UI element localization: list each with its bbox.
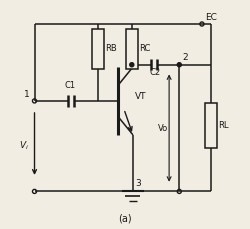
Text: $V_i$: $V_i$	[19, 140, 29, 153]
Bar	[92, 29, 104, 69]
Text: 3: 3	[135, 179, 141, 188]
Text: Vo: Vo	[158, 124, 168, 133]
Bar	[205, 103, 217, 148]
Text: RL: RL	[218, 121, 229, 130]
Text: 1: 1	[24, 90, 30, 99]
Text: EC: EC	[205, 13, 217, 22]
Text: C1: C1	[65, 81, 76, 90]
Text: VT: VT	[135, 92, 147, 101]
Text: RB: RB	[105, 44, 117, 53]
Circle shape	[130, 63, 134, 67]
Text: 2: 2	[183, 53, 188, 63]
Text: RC: RC	[139, 44, 150, 53]
Text: C2: C2	[149, 68, 160, 77]
Text: (a): (a)	[118, 213, 132, 223]
Circle shape	[177, 63, 181, 67]
Bar	[126, 29, 138, 69]
